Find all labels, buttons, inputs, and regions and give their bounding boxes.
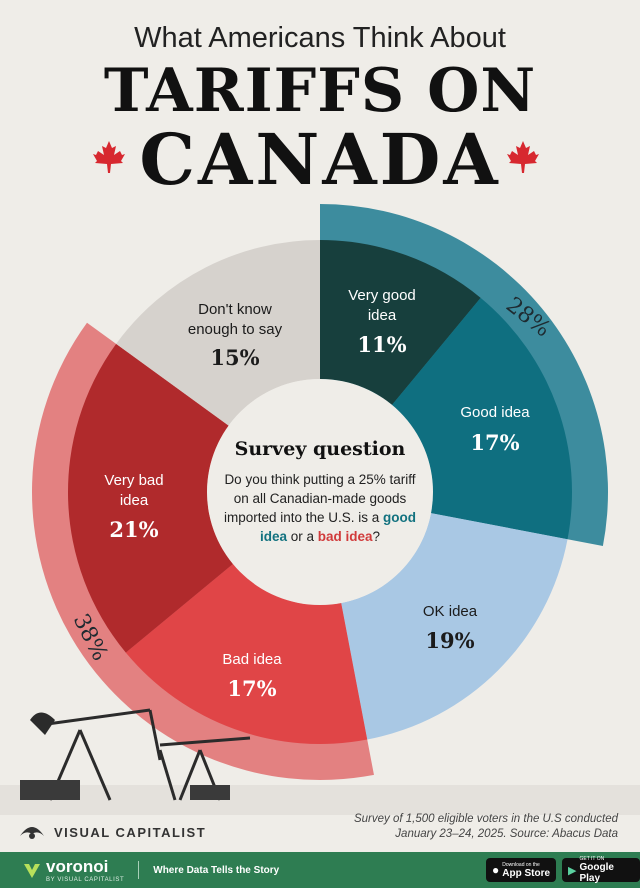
value-bad: 17% [227, 676, 277, 701]
donut-hole [207, 379, 433, 605]
subtitle: What Americans Think About [134, 22, 506, 54]
visual-capitalist-logo: VISUAL CAPITALIST [18, 822, 206, 842]
maple-leaf-icon [93, 141, 125, 173]
slice-bad-idea [125, 564, 368, 744]
maple-leaf-icon [507, 141, 539, 173]
tagline: Where Data Tells the Story [153, 864, 280, 876]
title-line-1: TARIFFS ON [103, 56, 537, 126]
voronoi-icon [24, 864, 40, 878]
survey-question: Survey question Do you think putting a 2… [222, 438, 418, 546]
slice-don-t-know-enough-to-say [116, 240, 320, 426]
label-ok: OK idea [422, 603, 478, 620]
slice-ok-idea [341, 513, 568, 740]
slice-very-good-idea [320, 240, 481, 405]
slice-very-bad-idea [68, 343, 233, 653]
oil-pump-illustration [0, 708, 640, 815]
label-very-good: Very good idea [348, 287, 416, 324]
slice-good-idea [392, 297, 572, 540]
apple-icon: ● [492, 863, 500, 877]
play-icon: ▶ [568, 864, 577, 877]
footer-bar: voronoi BY VISUAL CAPITALIST Where Data … [0, 852, 640, 888]
label-dont-know: Don't know enough to say [187, 301, 283, 338]
value-ok: 19% [425, 628, 475, 653]
label-good: Good idea [460, 404, 530, 421]
label-bad: Bad idea [222, 651, 282, 668]
app-store-button[interactable]: ● Download on the App Store [486, 858, 557, 882]
value-very-bad: 21% [109, 517, 159, 542]
title-line-2: CANADA [139, 118, 501, 201]
vc-logo-icon [20, 827, 44, 839]
survey-question-text: Do you think putting a 25% tariff on all… [223, 472, 417, 544]
value-very-good: 11% [357, 332, 407, 357]
source-note: Survey of 1,500 eligible voters in the U… [353, 813, 618, 840]
footer-divider [138, 861, 140, 879]
value-dont-know: 15% [210, 345, 260, 370]
value-good: 17% [470, 430, 520, 455]
voronoi-logo[interactable]: voronoi BY VISUAL CAPITALIST [22, 857, 124, 883]
label-very-bad: Very bad idea [104, 472, 164, 509]
survey-question-title: Survey question [234, 438, 406, 460]
google-play-button[interactable]: ▶ GET IT ON Google Play [562, 856, 640, 884]
